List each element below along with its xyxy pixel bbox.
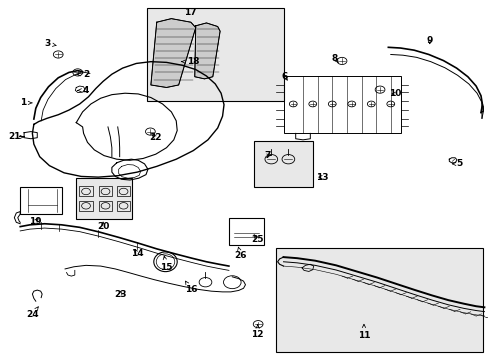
Text: 25: 25 [251,235,264,244]
Polygon shape [151,19,195,87]
Bar [79,201,93,211]
Text: 26: 26 [234,247,246,260]
Text: 20: 20 [97,222,109,231]
Polygon shape [194,23,220,79]
Text: 11: 11 [357,324,369,341]
Text: 24: 24 [26,307,39,319]
Bar [79,186,93,197]
Bar [20,187,61,214]
Text: 17: 17 [183,8,196,17]
Text: 19: 19 [29,217,42,226]
Text: 9: 9 [426,36,432,45]
Text: 10: 10 [388,89,401,98]
Text: 4: 4 [77,86,89,95]
Bar [99,186,112,197]
Text: 2: 2 [77,70,89,79]
Text: 15: 15 [160,256,172,273]
Bar [147,8,283,101]
Text: 1: 1 [20,98,32,107]
Bar [76,178,132,220]
Text: 6: 6 [281,72,287,81]
Bar [276,248,483,352]
Text: 16: 16 [184,281,197,294]
Text: 23: 23 [114,290,126,299]
Bar [283,76,400,134]
Text: 14: 14 [131,249,143,258]
Bar [99,201,112,211]
Text: 7: 7 [264,151,270,160]
Text: 8: 8 [331,54,338,63]
Bar [117,186,130,197]
Text: 18: 18 [181,57,199,66]
Bar [117,201,130,211]
Text: 3: 3 [44,39,56,48]
Bar [228,219,264,245]
Text: 5: 5 [451,159,461,168]
Text: 22: 22 [149,133,162,142]
Text: 12: 12 [251,325,264,339]
Bar [254,140,312,187]
Text: 21: 21 [8,132,23,141]
Text: 13: 13 [316,173,328,182]
